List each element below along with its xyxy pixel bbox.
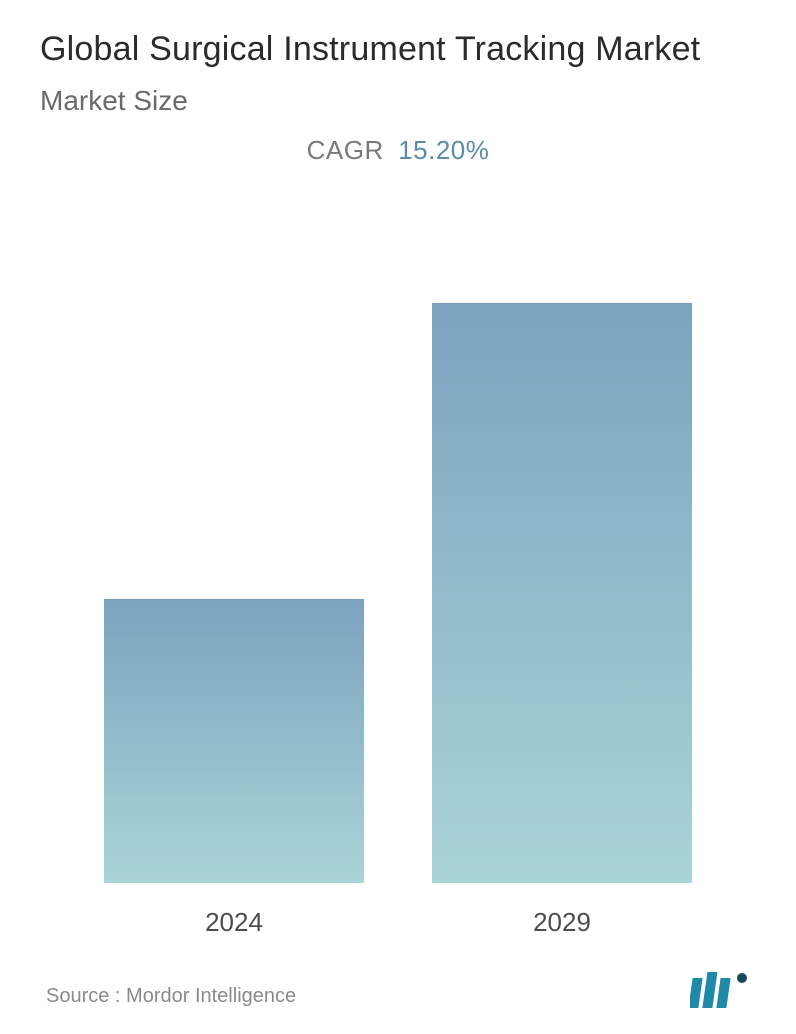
chart-container: Global Surgical Instrument Tracking Mark… — [0, 0, 796, 1034]
source-text: Source : Mordor Intelligence — [46, 985, 296, 1008]
bar — [432, 303, 692, 883]
brand-logo — [690, 968, 750, 1008]
page-title: Global Surgical Instrument Tracking Mark… — [40, 28, 756, 71]
cagr-label: CAGR — [307, 135, 384, 165]
page-subtitle: Market Size — [40, 85, 756, 117]
bar-label: 2024 — [205, 907, 263, 938]
bar — [104, 599, 364, 883]
cagr-value: 15.20% — [398, 135, 489, 165]
bar-label: 2029 — [533, 907, 591, 938]
logo-icon — [690, 968, 750, 1008]
bar-group: 2029 — [412, 303, 712, 938]
bar-chart: 2024 2029 — [40, 206, 756, 939]
footer: Source : Mordor Intelligence — [40, 968, 756, 1014]
bar-group: 2024 — [84, 599, 384, 938]
cagr-row: CAGR 15.20% — [40, 135, 756, 166]
